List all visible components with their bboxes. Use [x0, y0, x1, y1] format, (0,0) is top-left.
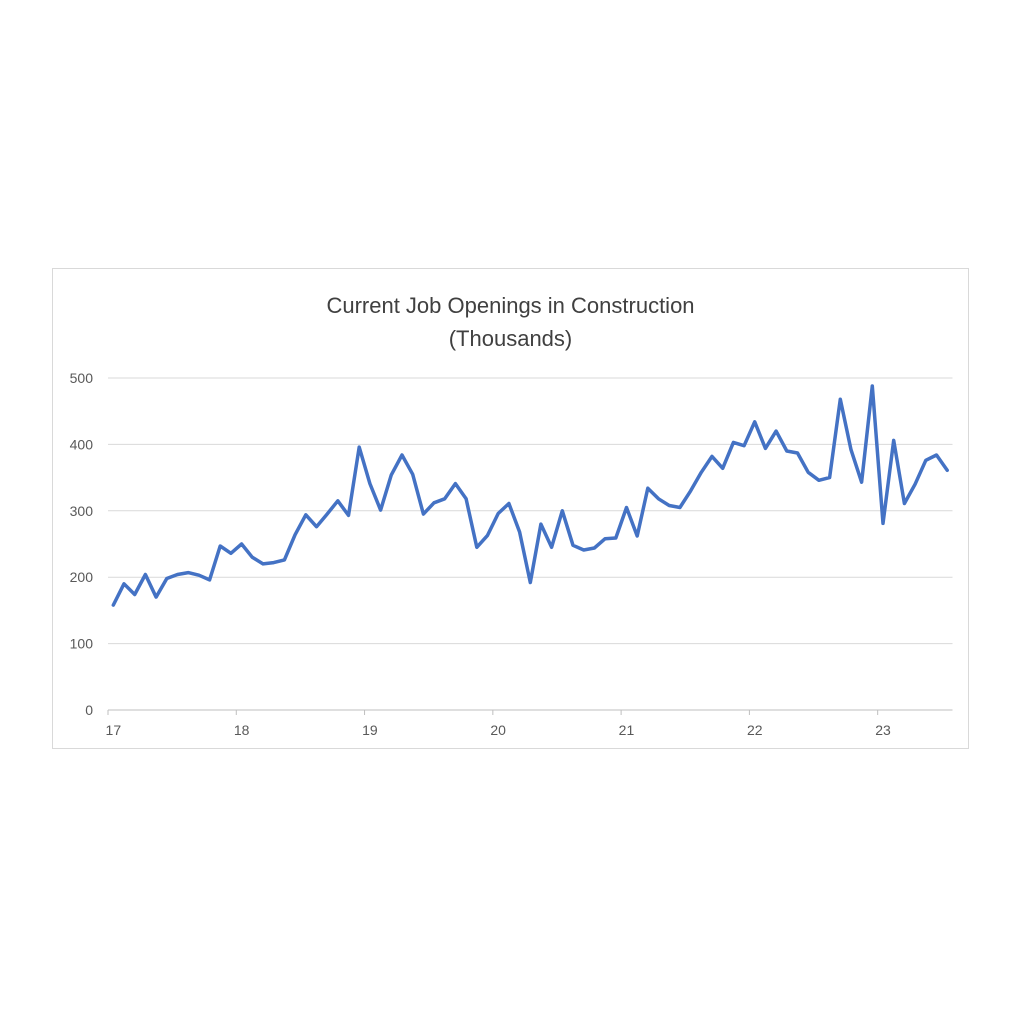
- x-axis-label-22: 22: [747, 722, 763, 738]
- y-axis-label-100: 100: [70, 636, 94, 652]
- y-axis-label-200: 200: [70, 569, 94, 585]
- line-chart-plot: 0 100 200 300 400 500 17 18 19 20 21 22 23: [70, 370, 953, 738]
- chart-title-line1: Current Job Openings in Construction: [326, 293, 695, 318]
- x-axis-label-19: 19: [362, 722, 378, 738]
- series-line: [111, 384, 949, 607]
- chart-title-line2: (Thousands): [448, 326, 573, 351]
- chart-container: Current Job Openings in Construction (Th…: [52, 268, 969, 749]
- x-axis-label-23: 23: [875, 722, 891, 738]
- chart-title: Current Job Openings in Construction (Th…: [53, 289, 968, 355]
- x-axis-label-17: 17: [106, 722, 122, 738]
- y-axis-label-400: 400: [70, 436, 94, 452]
- x-axis-label-18: 18: [234, 722, 250, 738]
- x-axis-label-20: 20: [490, 722, 506, 738]
- x-axis-label-21: 21: [619, 722, 635, 738]
- y-axis-label-300: 300: [70, 503, 94, 519]
- y-axis-label-0: 0: [85, 702, 93, 718]
- y-axis-label-500: 500: [70, 370, 94, 386]
